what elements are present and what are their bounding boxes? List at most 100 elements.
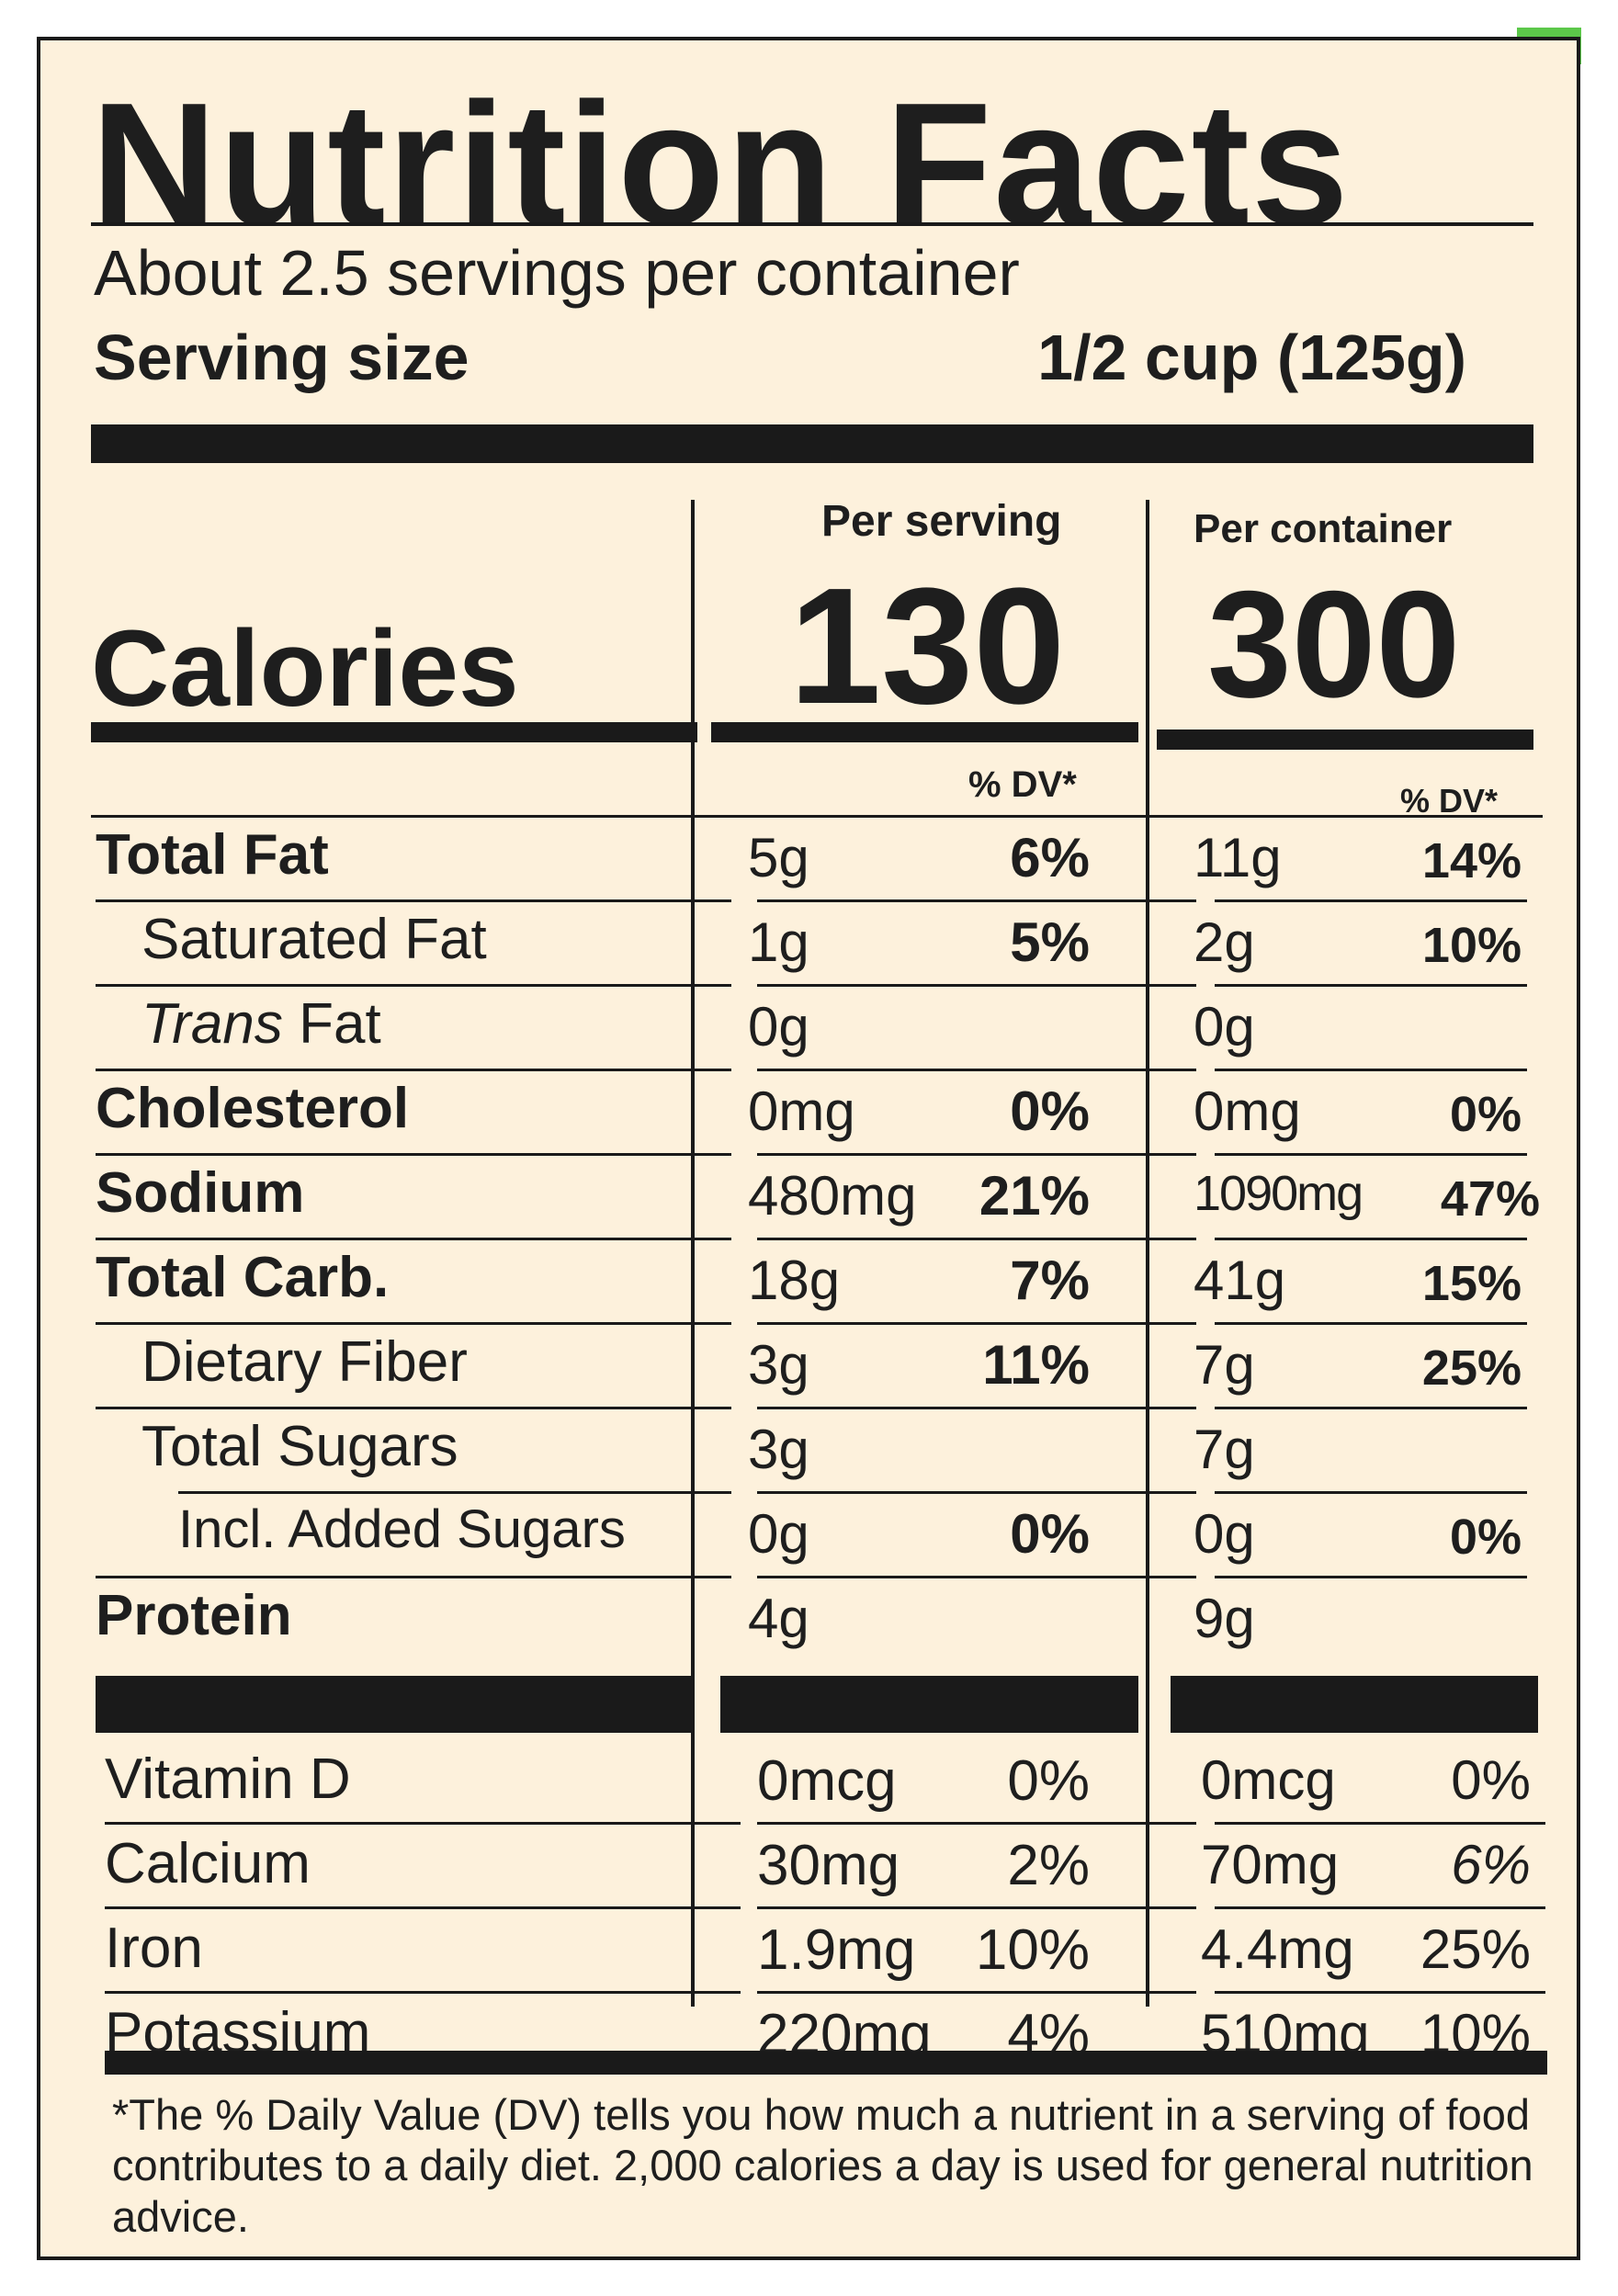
serving-amount: 1.9mg xyxy=(757,1918,916,1982)
protein-bar-2 xyxy=(720,1676,1138,1733)
nutrient-name: Total Sugars xyxy=(141,1415,458,1478)
container-dv: 15% xyxy=(1421,1256,1522,1311)
row-rule xyxy=(1215,1322,1527,1325)
serving-amount: 3g xyxy=(748,1334,809,1396)
serving-dv: 21% xyxy=(979,1165,1090,1227)
row-rule xyxy=(757,1991,1196,1994)
row-rule xyxy=(96,1069,731,1071)
nutrient-name: Trans Fat xyxy=(141,996,381,1053)
row-rule xyxy=(1215,1991,1545,1994)
row-rule xyxy=(757,1069,1196,1071)
serving-amount: 0g xyxy=(748,1503,809,1565)
row-rule xyxy=(96,984,731,987)
serving-dv: 7% xyxy=(1010,1250,1090,1311)
serving-amount: 3g xyxy=(748,1419,809,1480)
serving-amount: 0g xyxy=(748,996,809,1058)
vitamin-row-iron: Iron 1.9mg 10% 4.4mg 25% xyxy=(40,1909,1577,1994)
row-rule xyxy=(96,1322,731,1325)
serving-dv: 10% xyxy=(975,1918,1090,1982)
container-amount: 2g xyxy=(1194,911,1255,973)
nutrient-name: Incl. Added Sugars xyxy=(178,1499,626,1559)
nutrient-row-total-fat: Total Fat 5g 6% 11g 14% xyxy=(40,818,1577,902)
nutrient-row-dietary-fiber: Dietary Fiber 3g 11% 7g 25% xyxy=(40,1325,1577,1409)
protein-bar-3 xyxy=(1171,1676,1538,1733)
nutrient-row-protein: Protein 4g 9g xyxy=(40,1578,1577,1663)
per-container-header: Per container xyxy=(1194,506,1453,551)
container-amount: 0g xyxy=(1194,1503,1255,1565)
nutrient-name: Cholesterol xyxy=(96,1077,410,1140)
column-divider-2 xyxy=(1146,500,1149,2007)
container-dv: 6% xyxy=(1451,1834,1531,1895)
container-amount: 41g xyxy=(1194,1250,1286,1311)
calories-bar-1 xyxy=(91,722,697,742)
container-amount: 0g xyxy=(1194,996,1255,1058)
serving-amount: 0mg xyxy=(748,1080,855,1142)
serving-dv: 6% xyxy=(1010,827,1090,888)
nutrient-name: Sodium xyxy=(96,1161,305,1225)
row-rule xyxy=(96,899,731,902)
container-amount: 70mg xyxy=(1201,1834,1340,1895)
dv-header-underline xyxy=(91,815,1543,818)
nutrient-name: Total Carb. xyxy=(96,1246,390,1309)
calories-bar-3 xyxy=(1157,730,1533,750)
nutrient-row-cholesterol: Cholesterol 0mg 0% 0mg 0% xyxy=(40,1071,1577,1156)
row-rule xyxy=(757,1238,1196,1240)
row-rule xyxy=(1215,1491,1527,1494)
container-amount: 0mcg xyxy=(1201,1749,1336,1811)
nutrient-name-rest: Fat xyxy=(282,992,381,1056)
title-divider xyxy=(91,222,1533,226)
calories-per-container: 300 xyxy=(1207,560,1461,729)
container-dv: 0% xyxy=(1449,1087,1522,1142)
serving-amount: 5g xyxy=(748,827,809,888)
row-rule xyxy=(1215,1576,1527,1578)
row-rule xyxy=(757,1822,1196,1825)
row-rule xyxy=(1215,1407,1527,1409)
vitamin-name: Iron xyxy=(105,1917,203,1980)
serving-dv: 0% xyxy=(1007,1749,1090,1813)
per-serving-header: Per serving xyxy=(821,497,1062,546)
row-rule xyxy=(1215,899,1527,902)
footnote: *The % Daily Value (DV) tells you how mu… xyxy=(112,2090,1533,2241)
container-dv: 14% xyxy=(1421,833,1522,888)
vitamin-name: Vitamin D xyxy=(105,1747,351,1811)
serving-dv: 0% xyxy=(1010,1503,1090,1565)
container-dv: 0% xyxy=(1451,1749,1531,1811)
nutrient-row-total-carb: Total Carb. 18g 7% 41g 15% xyxy=(40,1240,1577,1325)
container-amount: 9g xyxy=(1194,1588,1255,1649)
container-amount: 7g xyxy=(1194,1419,1255,1480)
row-rule xyxy=(757,984,1196,987)
row-rule xyxy=(1215,1238,1527,1240)
row-rule xyxy=(96,1407,731,1409)
container-amount: 1090mg xyxy=(1194,1166,1363,1221)
row-rule xyxy=(757,1491,1196,1494)
nutrient-row-total-sugars: Total Sugars 3g 7g xyxy=(40,1409,1577,1494)
container-dv: 47% xyxy=(1440,1171,1540,1227)
row-rule xyxy=(1215,984,1527,987)
serving-size-label: Serving size xyxy=(94,322,470,393)
row-rule xyxy=(1215,1069,1527,1071)
servings-per-container: About 2.5 servings per container xyxy=(94,237,1020,309)
row-rule xyxy=(96,1238,731,1240)
calories-per-serving: 130 xyxy=(789,554,1066,739)
protein-bar-1 xyxy=(96,1676,693,1733)
row-rule xyxy=(1215,1153,1527,1156)
row-rule xyxy=(1215,1906,1545,1909)
container-amount: 7g xyxy=(1194,1334,1255,1396)
container-amount: 11g xyxy=(1194,827,1282,888)
container-amount: 0mg xyxy=(1194,1080,1301,1142)
thick-divider-top xyxy=(91,424,1533,463)
row-rule xyxy=(757,1576,1196,1578)
thick-divider-bottom xyxy=(105,2051,1547,2075)
serving-amount: 0mcg xyxy=(757,1749,897,1813)
row-rule xyxy=(105,1822,741,1825)
dv-header-serving: % DV* xyxy=(968,764,1077,805)
row-rule xyxy=(757,1322,1196,1325)
row-rule xyxy=(105,1991,741,1994)
nutrient-name-italic: Trans xyxy=(141,992,283,1056)
container-dv: 25% xyxy=(1420,1918,1531,1980)
nutrient-name: Dietary Fiber xyxy=(141,1330,468,1394)
serving-size-value: 1/2 cup (125g) xyxy=(1037,322,1466,393)
container-dv: 25% xyxy=(1421,1340,1522,1396)
serving-dv: 5% xyxy=(1010,911,1090,973)
nutrient-name: Saturated Fat xyxy=(141,908,487,971)
